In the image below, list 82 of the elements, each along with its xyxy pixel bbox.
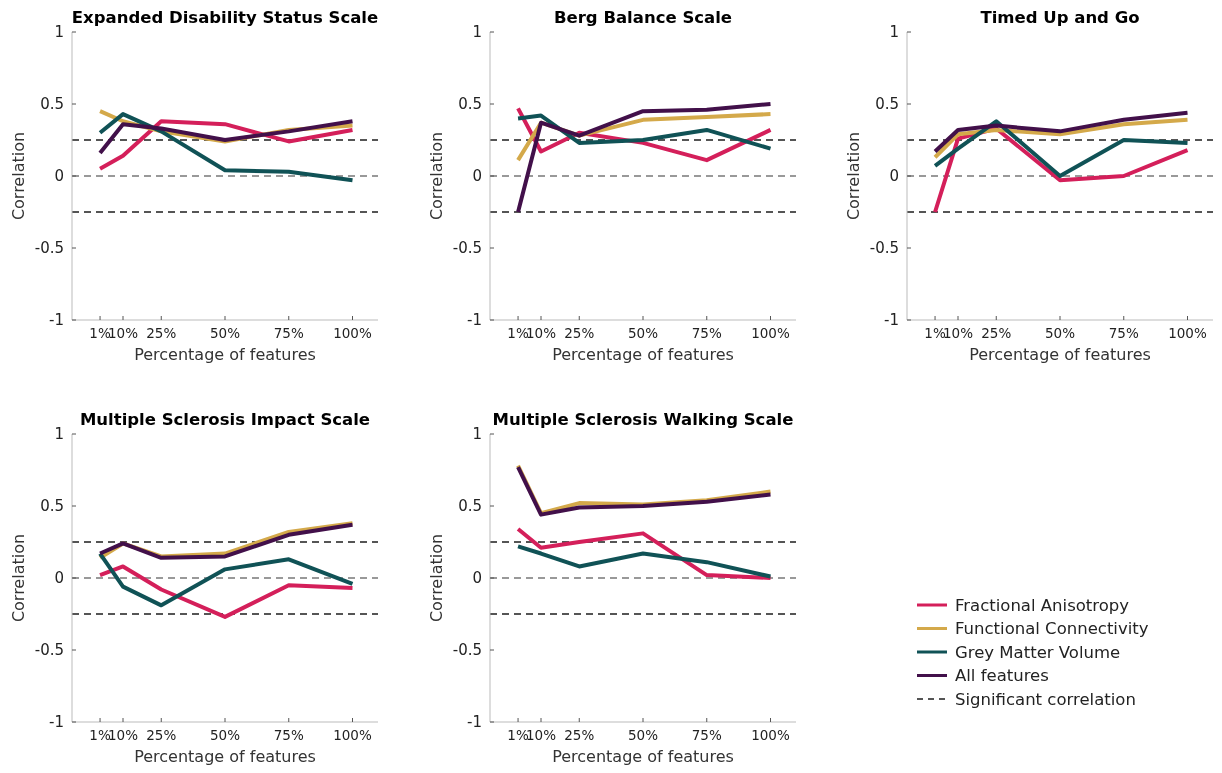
- x-axis-title: Percentage of features: [552, 345, 734, 364]
- x-tick-label: 75%: [273, 325, 304, 341]
- line-series: [516, 113, 773, 151]
- line-series: [98, 551, 355, 608]
- x-axis-title: Percentage of features: [552, 747, 734, 766]
- x-tick-label: 50%: [209, 325, 241, 341]
- x-tick-label: 50%: [627, 325, 659, 341]
- legend-label: Significant correlation: [955, 689, 1136, 709]
- line-series: [516, 527, 773, 580]
- y-tick-label: -1: [467, 311, 482, 330]
- x-tick-label: 1%: [507, 325, 529, 341]
- x-tick-label: 100%: [751, 325, 790, 341]
- x-tick-label: 25%: [564, 325, 595, 341]
- x-tick-label: 25%: [146, 325, 177, 341]
- x-tick-label: 25%: [564, 727, 595, 743]
- x-tick-label: 25%: [146, 727, 177, 743]
- x-axis-title: Percentage of features: [134, 345, 316, 364]
- x-tick-label: 75%: [691, 325, 722, 341]
- x-tick-label: 50%: [209, 727, 241, 743]
- y-tick-label: -1: [49, 713, 64, 732]
- y-axis-title: Correlation: [844, 131, 863, 221]
- y-axis-title: Correlation: [427, 131, 446, 221]
- x-axis-title: Percentage of features: [134, 747, 316, 766]
- x-tick-label: 1%: [89, 727, 111, 743]
- chart-title: Timed Up and Go: [980, 8, 1140, 27]
- legend-label: Functional Connectivity: [955, 619, 1149, 639]
- x-tick-label: 1%: [924, 325, 946, 341]
- line-series: [933, 110, 1190, 154]
- y-tick-label: 0.5: [40, 497, 64, 516]
- y-tick-label: -0.5: [34, 641, 64, 660]
- y-tick-label: 0.5: [875, 95, 899, 114]
- y-tick-label: 0: [54, 569, 64, 588]
- y-tick-label: 1: [54, 425, 64, 444]
- line-series: [516, 544, 773, 579]
- x-tick-label: 75%: [1108, 325, 1139, 341]
- y-tick-label: -1: [467, 713, 482, 732]
- y-tick-label: 0: [54, 167, 64, 186]
- y-tick-label: 1: [54, 23, 64, 42]
- chart-title: Expanded Disability Status Scale: [71, 8, 379, 27]
- y-tick-label: 0.5: [458, 95, 482, 114]
- x-tick-label: 1%: [507, 727, 529, 743]
- x-tick-label: 25%: [981, 325, 1012, 341]
- y-tick-label: 0.5: [40, 95, 64, 114]
- legend-label: Grey Matter Volume: [955, 642, 1121, 662]
- y-tick-label: -1: [49, 311, 64, 330]
- legend-label: Fractional Anisotropy: [955, 595, 1130, 615]
- y-tick-label: 1: [889, 23, 899, 42]
- line-series: [98, 119, 355, 171]
- y-tick-label: 1: [472, 425, 482, 444]
- line-series: [516, 102, 773, 214]
- x-tick-label: 50%: [627, 727, 659, 743]
- x-axis-title: Percentage of features: [969, 345, 1151, 364]
- y-tick-label: 0: [472, 569, 482, 588]
- legend-label: All features: [955, 666, 1049, 686]
- x-tick-label: 100%: [333, 325, 372, 341]
- line-series: [933, 117, 1190, 160]
- y-axis-title: Correlation: [427, 533, 446, 623]
- y-tick-label: -1: [884, 311, 899, 330]
- y-tick-label: 1: [472, 23, 482, 42]
- line-series: [98, 119, 355, 155]
- y-tick-label: -0.5: [452, 239, 482, 258]
- y-tick-label: 0: [472, 167, 482, 186]
- y-tick-label: -0.5: [452, 641, 482, 660]
- y-tick-label: -0.5: [869, 239, 899, 258]
- y-axis-title: Correlation: [9, 533, 28, 623]
- chart-title: Multiple Sclerosis Impact Scale: [79, 410, 371, 429]
- line-series: [98, 564, 355, 619]
- y-tick-label: 0.5: [458, 497, 482, 516]
- chart-title: Berg Balance Scale: [553, 8, 733, 27]
- line-series: [98, 112, 355, 183]
- y-tick-label: -0.5: [34, 239, 64, 258]
- y-tick-label: 0: [889, 167, 899, 186]
- x-tick-label: 100%: [1168, 325, 1207, 341]
- x-tick-label: 100%: [751, 727, 790, 743]
- x-tick-label: 1%: [89, 325, 111, 341]
- x-tick-label: 100%: [333, 727, 372, 743]
- chart-title: Multiple Sclerosis Walking Scale: [492, 410, 794, 429]
- x-tick-label: 75%: [273, 727, 304, 743]
- y-axis-title: Correlation: [9, 131, 28, 221]
- x-tick-label: 75%: [691, 727, 722, 743]
- x-tick-label: 50%: [1044, 325, 1076, 341]
- line-series: [933, 119, 1190, 178]
